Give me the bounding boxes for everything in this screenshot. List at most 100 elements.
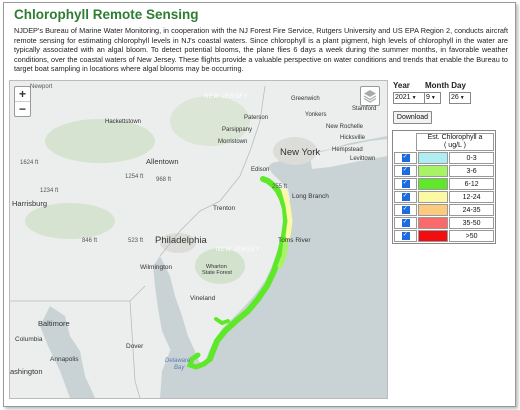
chlorophyll-track-mid[interactable]: [277, 238, 289, 269]
legend-swatch: [418, 165, 449, 177]
legend-swatch: [418, 152, 449, 164]
map-label-hicksville: Hicksville: [340, 135, 366, 141]
zoom-in-button[interactable]: +: [15, 87, 30, 102]
legend-swatch: [418, 217, 449, 229]
map-label-elev-1254: 1254 ft: [125, 174, 144, 180]
map-label-parsippany: Parsippany: [222, 127, 253, 133]
download-button[interactable]: Download: [393, 111, 432, 124]
legend-header: Est. Chlorophyll a ( ug/L ): [394, 132, 494, 151]
month-select-value: 9: [426, 94, 430, 101]
map-label-vineland: Vineland: [190, 295, 216, 302]
map-label-toms-river: Toms River: [278, 237, 311, 244]
map-label-newport: Newport: [30, 84, 53, 90]
map-label-elev-1234: 1234 ft: [40, 188, 59, 194]
legend-range: 35-50: [449, 217, 494, 229]
legend-range: >50: [449, 230, 494, 242]
legend-range: 24-35: [449, 204, 494, 216]
map-label-baltimore: Baltimore: [38, 319, 70, 328]
map-label-hackettstown: Hackettstown: [105, 119, 142, 125]
month-select[interactable]: 9▼: [424, 92, 441, 104]
map-label-hempstead: Hempstead: [332, 147, 363, 153]
layers-button[interactable]: [360, 86, 380, 106]
checkbox-checked-icon: [401, 153, 410, 162]
chlorophyll-track-bay[interactable]: [186, 352, 213, 370]
legend-range: 6-12: [449, 178, 494, 190]
map-label-elev-968: 968 ft: [156, 177, 172, 183]
map-label-elev-255: 255 ft: [272, 184, 288, 190]
year-label: Year: [393, 81, 410, 90]
legend-row: >50: [394, 230, 494, 242]
legend-row: 12-24: [394, 191, 494, 203]
legend-row: 3-6: [394, 165, 494, 177]
map-label-wilmington: Wilmington: [140, 264, 173, 271]
checkbox-checked-icon: [401, 192, 410, 201]
map-label-annapolis: Annapolis: [50, 356, 79, 363]
legend-checkbox[interactable]: [394, 165, 418, 177]
legend-checkbox[interactable]: [394, 178, 418, 190]
chlorophyll-track-main[interactable]: [207, 176, 290, 362]
map-label-new-york: New York: [280, 147, 321, 158]
map-label-trenton: Trenton: [213, 205, 236, 212]
map-label-yonkers: Yonkers: [305, 112, 327, 118]
map-label-delaware: Delaware: [165, 358, 191, 364]
year-select[interactable]: 2021▼: [393, 92, 425, 104]
map-label-levittown: Levittown: [350, 156, 376, 162]
delaware-bay: [153, 256, 200, 371]
chevron-down-icon: ▼: [430, 95, 436, 101]
map-label-elev-523: 523 ft: [128, 238, 144, 244]
legend-row: 6-12: [394, 178, 494, 190]
layers-icon: [363, 90, 377, 103]
legend-row: 35-50: [394, 217, 494, 229]
page-description: NJDEP's Bureau of Marine Water Monitorin…: [14, 26, 508, 74]
year-select-value: 2021: [395, 94, 411, 101]
map-label-dover: Dover: [126, 343, 144, 350]
map-label-harrisburg: Harrisburg: [12, 199, 48, 208]
state-border: [129, 300, 141, 398]
map-label-morristown: Morristown: [218, 139, 248, 145]
forest-patch: [25, 203, 115, 239]
legend-checkbox[interactable]: [394, 217, 418, 229]
legend-checkbox[interactable]: [394, 230, 418, 242]
urban-area: [273, 137, 317, 165]
day-select[interactable]: 26▼: [449, 92, 471, 104]
day-select-value: 26: [451, 94, 459, 101]
map-label-washington: ashington: [10, 367, 43, 376]
legend-swatch: [418, 178, 449, 190]
chevron-down-icon: ▼: [411, 95, 417, 101]
legend-header-title: Est. Chlorophyll a: [427, 133, 483, 141]
map-view[interactable]: + − Newport NEW JERSEY Greenwich Stamfor…: [9, 80, 388, 399]
forest-patch: [45, 119, 155, 163]
long-island: [310, 139, 387, 169]
forest-patch: [170, 96, 250, 146]
legend-row: 0-3: [394, 152, 494, 164]
legend-checkbox[interactable]: [394, 204, 418, 216]
checkbox-checked-icon: [401, 166, 410, 175]
chlorophyll-track-inlet[interactable]: [214, 317, 230, 326]
legend-checkbox[interactable]: [394, 191, 418, 203]
map-label-paterson: Paterson: [244, 115, 269, 121]
zoom-out-button[interactable]: −: [18, 102, 26, 116]
checkbox-checked-icon: [401, 205, 410, 214]
map-label-columbia: Columbia: [15, 336, 43, 343]
legend-range: 0-3: [449, 152, 494, 164]
checkbox-checked-icon: [401, 179, 410, 188]
month-day-label: Month Day: [425, 81, 466, 90]
map-label-edison: Edison: [251, 167, 270, 173]
chevron-down-icon: ▼: [459, 95, 465, 101]
legend-checkbox[interactable]: [394, 152, 418, 164]
map-label-philadelphia: Philadelphia: [155, 235, 207, 246]
map-label-stamford: Stamford: [352, 106, 377, 112]
legend-swatch: [418, 191, 449, 203]
legend-row: 24-35: [394, 204, 494, 216]
checkbox-checked-icon: [401, 218, 410, 227]
legend-range: 12-24: [449, 191, 494, 203]
map-label-bay: Bay: [174, 365, 185, 371]
map-label-elev-1624: 1624 ft: [20, 160, 39, 166]
zoom-control: + −: [14, 86, 31, 117]
map-label-long-branch: Long Branch: [292, 193, 329, 200]
checkbox-checked-icon: [401, 231, 410, 240]
map-label-new-jersey-north: NEW JERSEY: [204, 94, 249, 100]
page-title: Chlorophyll Remote Sensing: [14, 7, 199, 22]
chlorophyll-track-high[interactable]: [281, 188, 293, 239]
map-label-allentown: Allentown: [146, 157, 179, 166]
